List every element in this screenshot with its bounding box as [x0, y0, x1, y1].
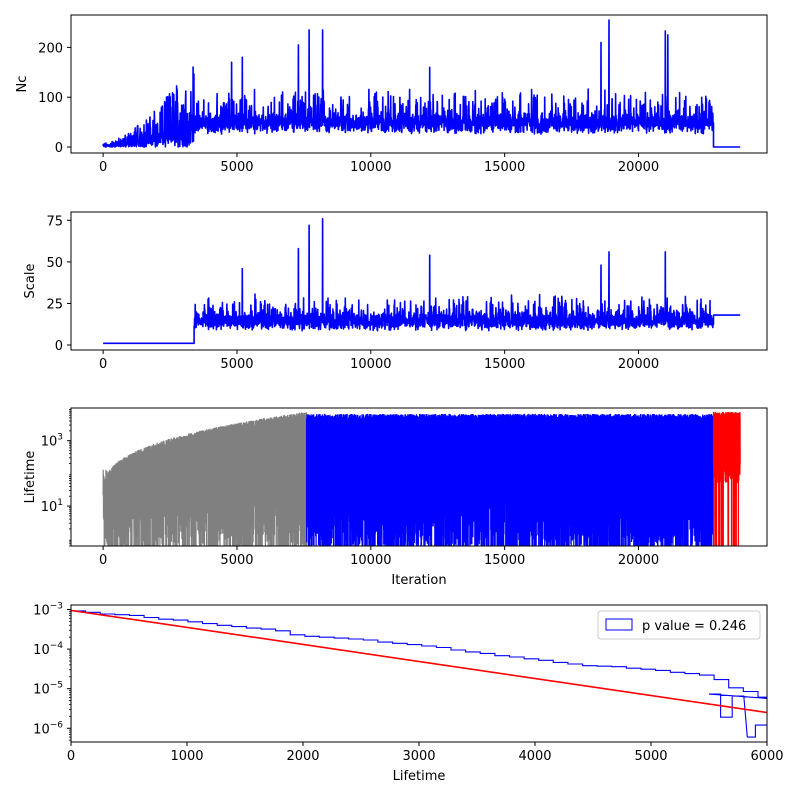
x-axis-label: Lifetime: [393, 769, 446, 784]
x-tick-label: 0: [99, 357, 107, 372]
y-axis-label: Nc: [15, 76, 30, 93]
x-tick-label: 10000: [350, 553, 391, 568]
panel-3-frame: [70, 407, 768, 547]
histogram-steps: [71, 610, 767, 742]
fit-line: [71, 609, 767, 714]
panel-3-series-2: [306, 413, 715, 546]
y-tick-label: 10−6: [33, 720, 63, 737]
y-tick-label: 75: [46, 214, 63, 229]
y-tick-label: 200: [38, 41, 63, 56]
x-tick-label: 2000: [286, 749, 319, 764]
legend: p value = 0.246: [597, 610, 761, 640]
x-tick-label: 6000: [750, 749, 783, 764]
x-tick-label: 3000: [402, 749, 435, 764]
x-tick-label: 20000: [618, 553, 659, 568]
x-axis-label: Iteration: [391, 573, 446, 588]
x-tick-label: 10000: [350, 357, 391, 372]
x-tick-label: 5000: [220, 357, 253, 372]
y-tick-label: 10−4: [33, 641, 63, 658]
panel-1-frame: [70, 14, 768, 154]
panel-2-axes: 0 5000 10000 15000 20000 0 25 50 75 Scale: [23, 214, 659, 372]
panel-2-frame: [70, 211, 768, 351]
panel-3-series-1: [102, 412, 308, 546]
x-tick-label: 0: [67, 749, 75, 764]
y-axis-label: Lifetime: [23, 451, 38, 504]
x-tick-label: 15000: [484, 357, 525, 372]
y-tick-label: 100: [38, 91, 63, 106]
x-tick-label: 0: [99, 160, 107, 175]
y-tick-label: 0: [55, 339, 63, 354]
panel-4-axes: 0 1000 2000 3000 4000 5000 6000 10−6 10−5 10−4 10−…: [33, 602, 783, 784]
panel-3-series-3: [712, 411, 741, 546]
y-axis-label: Scale: [23, 264, 38, 299]
panel-2-series-line: [102, 217, 741, 345]
y-tick-label: 101: [41, 498, 63, 515]
x-tick-label: 5000: [220, 160, 253, 175]
x-tick-label: 15000: [484, 553, 525, 568]
x-tick-label: 20000: [618, 160, 659, 175]
x-tick-label: 20000: [618, 357, 659, 372]
x-tick-label: 15000: [484, 160, 525, 175]
panel-1-axes: 0 5000 10000 15000 20000 0 100 200 Nc: [15, 41, 659, 175]
y-tick-label: 25: [46, 297, 63, 312]
x-tick-label: 4000: [518, 749, 551, 764]
legend-swatch: [605, 618, 633, 631]
y-tick-label: 0: [55, 141, 63, 156]
y-tick-label: 50: [46, 256, 63, 271]
x-tick-label: 10000: [350, 160, 391, 175]
x-tick-label: 5000: [220, 553, 253, 568]
y-tick-label: 103: [41, 433, 63, 450]
y-tick-label: 10−5: [33, 681, 63, 698]
legend-label: p value = 0.246: [642, 619, 746, 634]
panel-1-series-line: [102, 19, 741, 148]
x-tick-label: 1000: [170, 749, 203, 764]
x-tick-label: 0: [99, 553, 107, 568]
legend-box: [597, 610, 761, 640]
x-tick-label: 5000: [634, 749, 667, 764]
panel-4-frame: [70, 604, 768, 743]
y-tick-label: 10−3: [33, 602, 63, 619]
